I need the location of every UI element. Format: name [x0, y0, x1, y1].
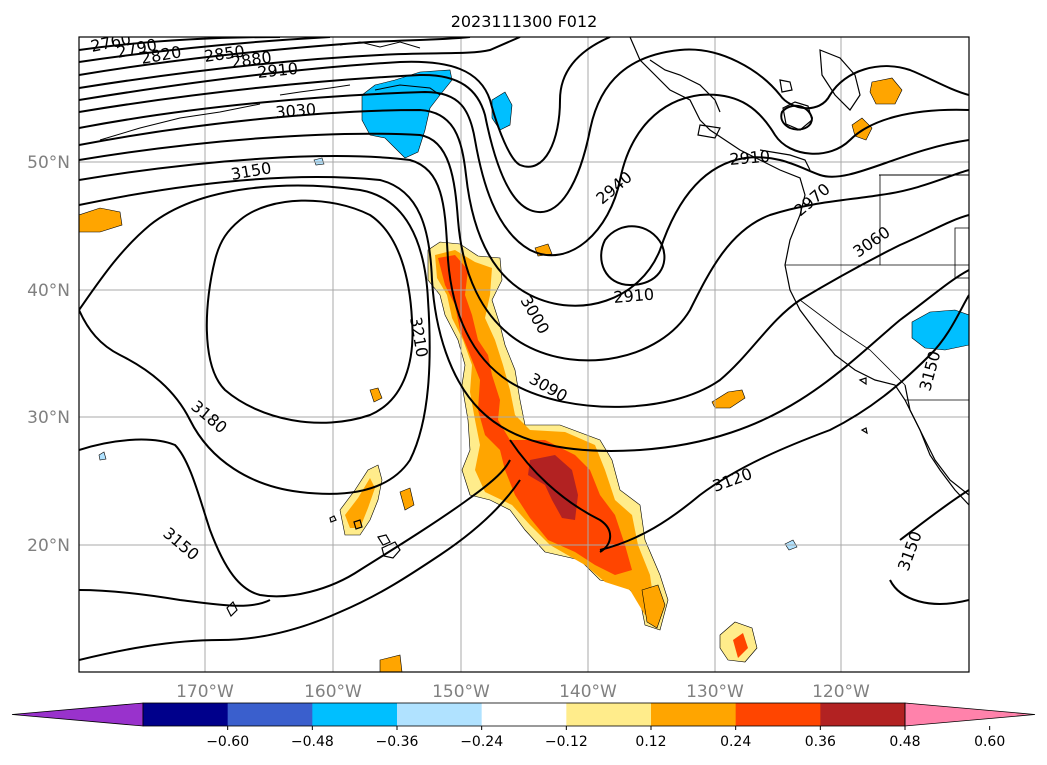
lat-label: 30°N — [27, 408, 70, 428]
blob-northeast — [869, 77, 903, 105]
contour-label: 2910 — [256, 59, 298, 82]
contour-labels: 2760 2790 2820 2850 2880 2910 3030 3150 … — [89, 37, 945, 573]
colorbar-cell — [651, 703, 737, 726]
colorbar-cell — [227, 703, 313, 726]
colorbar-frame — [142, 702, 906, 727]
lat-label: 20°N — [27, 536, 70, 556]
colorbar-tick-label: 0.24 — [720, 734, 751, 750]
colorbar-tick-label: 0.12 — [635, 734, 666, 750]
positive-plume-core — [528, 455, 578, 520]
positive-plume-red — [438, 255, 632, 575]
colorbar-cell — [820, 703, 906, 726]
lon-label: 140°W — [559, 682, 617, 702]
lon-label: 160°W — [304, 682, 362, 702]
lon-label: 120°W — [812, 682, 870, 702]
blob-west — [79, 207, 123, 233]
map-title: 2023111300 F012 — [451, 12, 598, 31]
colorbar-tick-label: 0.48 — [889, 734, 920, 750]
map-frame — [78, 36, 970, 673]
colorbar-arrow-low — [11, 702, 144, 727]
colorbar: −0.60 −0.48 −0.36 −0.24 −0.12 0.12 0.24 0.36 0.4… — [11, 702, 1036, 750]
contour-label: 3030 — [275, 100, 317, 122]
lat-label: 40°N — [27, 281, 70, 301]
colorbar-tick-label: 0.60 — [974, 734, 1005, 750]
lon-label: 130°W — [686, 682, 744, 702]
contour-high-3210 — [205, 199, 414, 424]
anomaly-shading — [79, 69, 969, 672]
contour-low-2910 — [600, 225, 666, 287]
lon-label: 150°W — [432, 682, 490, 702]
contour-label: 2910 — [613, 285, 655, 307]
colorbar-cell — [735, 703, 821, 726]
colorbar-tick-label: −0.24 — [460, 734, 503, 750]
coastlines — [99, 37, 969, 618]
colorbar-cell — [566, 703, 652, 726]
map-panel: 2760 2790 2820 2850 2880 2910 3030 3150 … — [79, 37, 969, 672]
height-contours — [79, 37, 969, 661]
contour-label: 2910 — [729, 147, 771, 169]
colorbar-arrow-high — [904, 702, 1036, 727]
latitude-labels: 50°N 40°N 30°N 20°N — [27, 153, 70, 556]
colorbar-tick-label: −0.12 — [545, 734, 588, 750]
colorbar-cell — [312, 703, 398, 726]
colorbar-tick-label: −0.48 — [291, 734, 334, 750]
colorbar-cell — [481, 703, 567, 726]
lat-label: 50°N — [27, 153, 70, 173]
colorbar-tick-label: −0.36 — [376, 734, 419, 750]
colorbar-cell — [397, 703, 483, 726]
lon-label: 170°W — [176, 682, 234, 702]
colorbar-tick-label: 0.36 — [805, 734, 836, 750]
colorbar-cell — [143, 703, 229, 726]
longitude-labels: 170°W 160°W 150°W 140°W 130°W 120°W — [176, 682, 870, 702]
colorbar-tick-label: −0.60 — [206, 734, 249, 750]
